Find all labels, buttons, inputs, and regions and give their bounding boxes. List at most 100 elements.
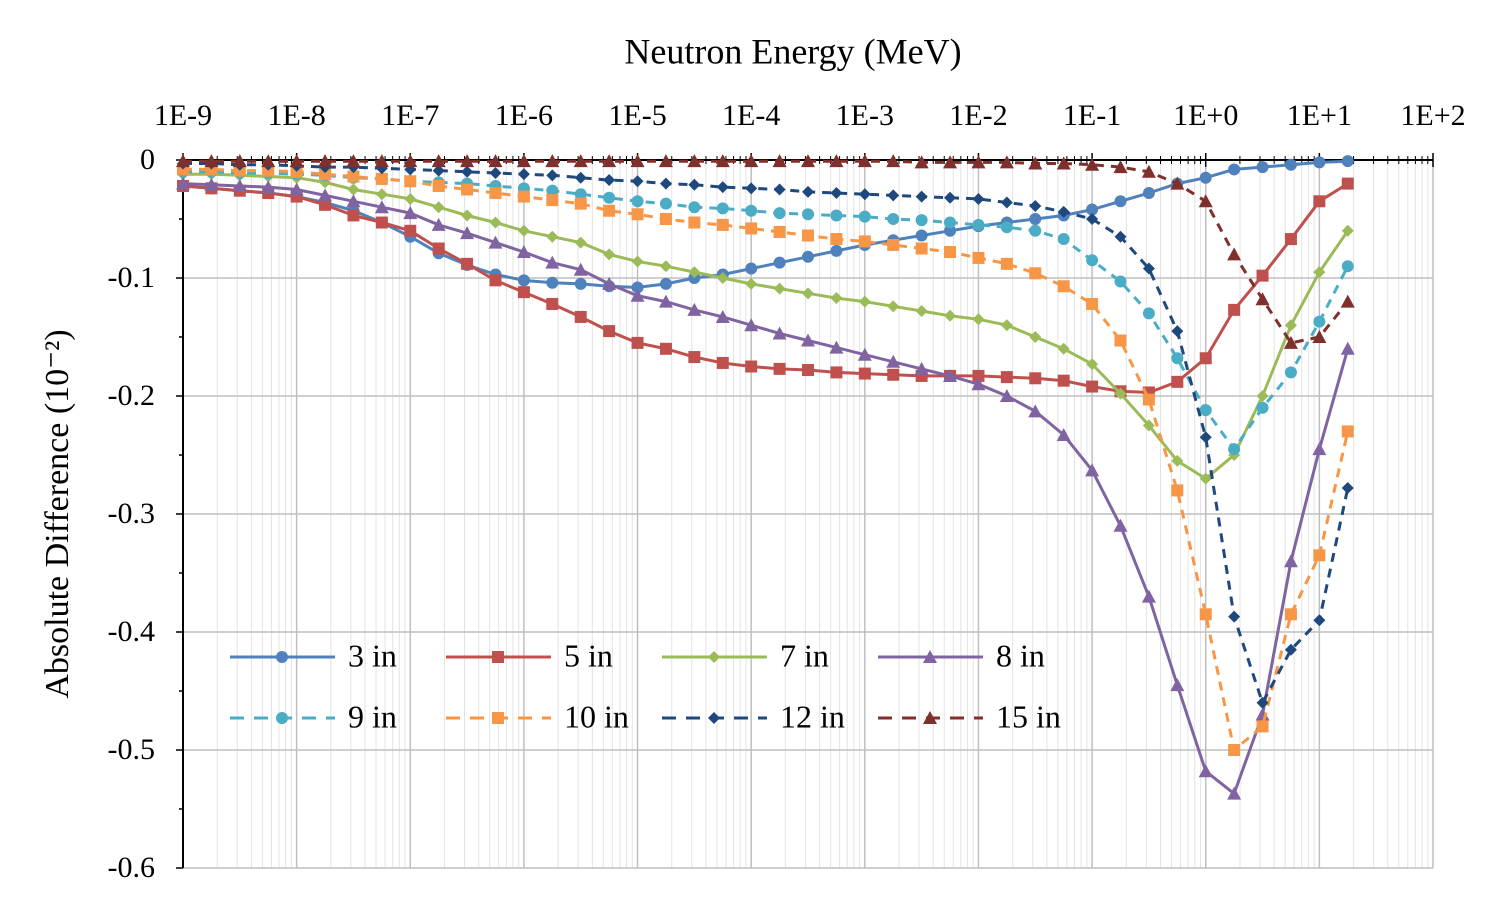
point (801, 287, 814, 300)
point (461, 209, 474, 222)
point (1313, 156, 1326, 169)
x-tick-label: 1E-1 (1063, 99, 1121, 132)
point (1029, 200, 1042, 213)
point (1341, 155, 1354, 168)
point (517, 190, 530, 203)
point (1284, 643, 1297, 656)
point (461, 165, 474, 178)
x-tick-label: 1E-3 (836, 99, 894, 132)
point (1170, 176, 1185, 190)
point (346, 154, 361, 168)
point (546, 194, 559, 207)
point (489, 166, 502, 179)
point (887, 238, 900, 251)
point (1228, 443, 1241, 456)
point (574, 188, 587, 201)
point (1312, 442, 1327, 456)
point (1086, 380, 1099, 393)
point (346, 194, 361, 208)
legend: 3 in 5 in 7 in 8 in 9 in 10 in 12 in 15 in (230, 637, 1061, 734)
point (801, 185, 814, 198)
point (602, 276, 617, 290)
point (1029, 331, 1042, 343)
point (574, 171, 587, 184)
point (289, 154, 304, 168)
y-tick-label: -0.3 (108, 497, 156, 530)
point (176, 176, 190, 190)
point (1057, 374, 1070, 387)
point (1199, 608, 1212, 621)
point (1114, 230, 1127, 243)
point (857, 347, 872, 361)
point (1313, 614, 1326, 627)
point (1056, 156, 1071, 170)
point (715, 309, 730, 323)
point (488, 154, 503, 168)
point (887, 189, 900, 202)
point (404, 192, 417, 205)
point (1057, 233, 1070, 246)
legend-label: 12 in (780, 698, 845, 734)
point (1313, 549, 1326, 562)
point (432, 242, 445, 255)
point (488, 235, 503, 249)
point (516, 245, 531, 259)
point (708, 651, 720, 663)
y-tick-label: -0.2 (108, 379, 156, 412)
point (1000, 319, 1013, 332)
point (708, 712, 720, 724)
legend-label: 8 in (996, 637, 1045, 673)
point (1142, 262, 1155, 275)
point (1199, 171, 1212, 184)
point (1283, 554, 1298, 568)
point (830, 292, 843, 305)
point (688, 178, 701, 191)
point (887, 213, 900, 225)
point (1284, 319, 1297, 332)
point (1086, 297, 1099, 310)
point (460, 154, 475, 168)
point (1341, 425, 1354, 438)
point (319, 168, 332, 181)
point (631, 255, 644, 268)
point (517, 274, 530, 287)
point (404, 224, 417, 237)
point (773, 207, 786, 220)
point (1171, 352, 1184, 365)
point (516, 154, 531, 168)
point (915, 242, 928, 255)
point (546, 169, 559, 182)
point (887, 368, 900, 381)
point (773, 362, 786, 375)
point (857, 154, 872, 168)
point (1114, 387, 1127, 400)
point (688, 266, 701, 279)
legend-label: 9 in (348, 698, 397, 734)
point (773, 282, 786, 295)
point (971, 377, 986, 391)
point (461, 183, 474, 196)
x-tick-label: 1E+1 (1287, 99, 1352, 132)
point (1199, 352, 1212, 365)
point (432, 164, 445, 177)
point (574, 310, 587, 323)
series-line (182, 182, 1350, 797)
point (716, 272, 729, 284)
point (1142, 187, 1155, 200)
point (830, 233, 843, 246)
point (375, 188, 388, 201)
point (1199, 431, 1212, 444)
point (1340, 294, 1355, 308)
point (1227, 247, 1242, 261)
point (1228, 303, 1241, 316)
point (1113, 518, 1128, 532)
point (1085, 463, 1100, 477)
point (602, 154, 617, 168)
point (1228, 610, 1241, 623)
point (914, 155, 929, 169)
point (374, 200, 389, 214)
point (517, 286, 530, 299)
point (658, 154, 673, 168)
point (943, 155, 958, 169)
